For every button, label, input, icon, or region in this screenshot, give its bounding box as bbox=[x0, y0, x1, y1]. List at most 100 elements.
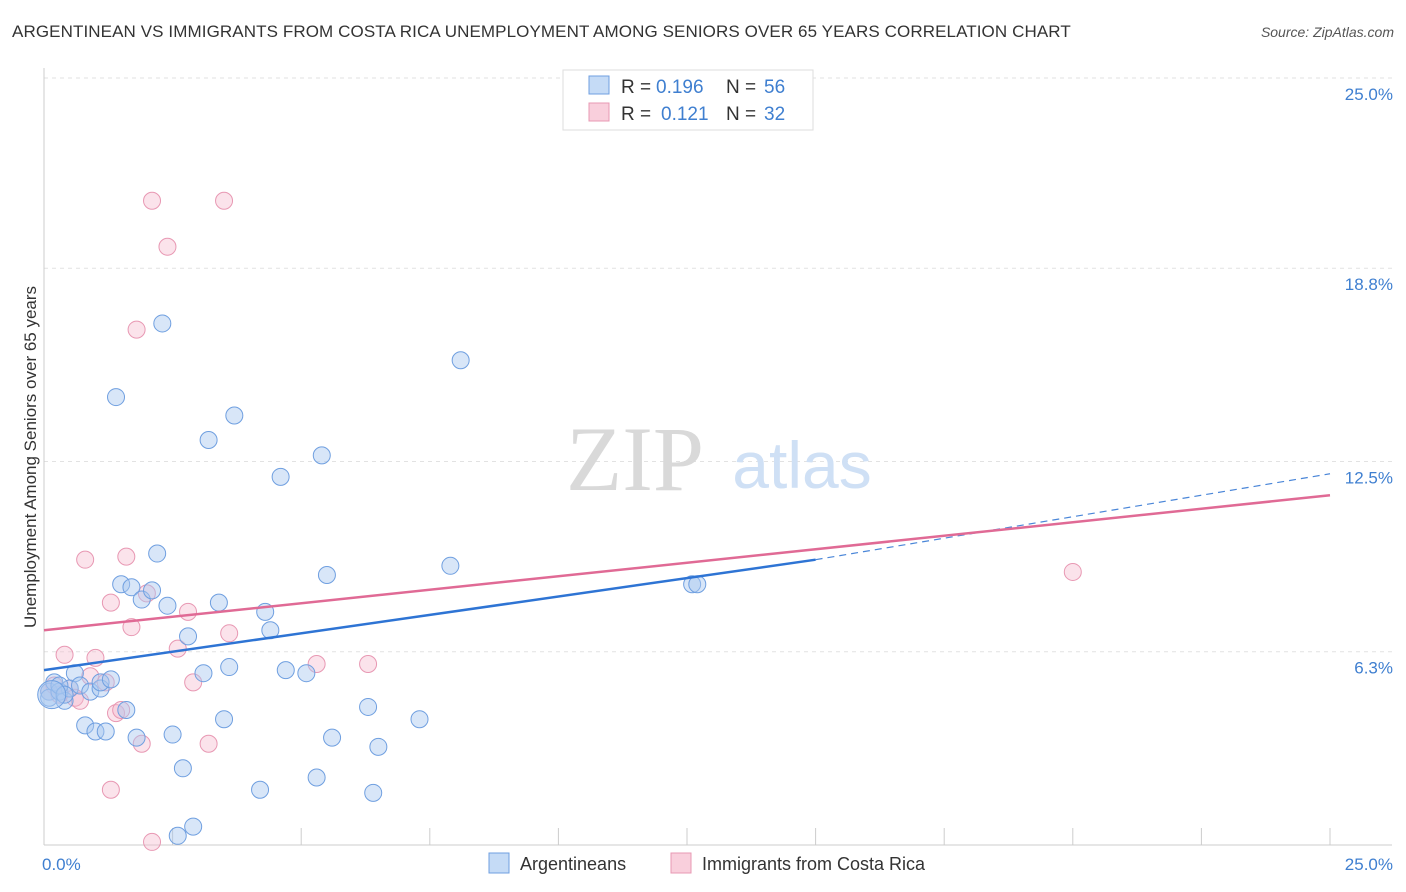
point-blue-43 bbox=[312, 446, 331, 465]
point-pink-7 bbox=[76, 550, 95, 569]
point-blue-48 bbox=[369, 737, 388, 756]
point-blue-18 bbox=[122, 578, 141, 597]
y-axis-label: Unemployment Among Seniors over 65 years bbox=[21, 286, 40, 628]
y-tick-label-3: 25.0% bbox=[1345, 85, 1393, 104]
legend: R = 0.196 N = 56 R = 0.121 N = 32 bbox=[562, 69, 814, 131]
point-blue-33 bbox=[215, 710, 234, 729]
point-blue-40 bbox=[276, 661, 295, 680]
point-blue-50 bbox=[441, 556, 460, 575]
point-blue-42 bbox=[307, 768, 326, 787]
point-blue-25 bbox=[163, 725, 182, 744]
point-blue-15 bbox=[107, 388, 126, 407]
point-blue-32 bbox=[209, 593, 228, 612]
point-blue-47 bbox=[364, 783, 383, 802]
legend-r-value-2: 0.121 bbox=[661, 104, 709, 125]
point-blue-14 bbox=[101, 670, 120, 689]
point-pink-12 bbox=[101, 593, 120, 612]
point-pink-15 bbox=[117, 547, 136, 566]
point-blue-49 bbox=[410, 710, 429, 729]
point-pink-27 bbox=[215, 191, 234, 210]
legend-swatch-blue bbox=[588, 75, 610, 95]
series-argentineans bbox=[37, 314, 707, 845]
point-blue-9 bbox=[81, 682, 100, 701]
tick-labels: 6.3% 12.5% 18.8% 25.0% 0.0% 25.0% bbox=[42, 85, 1393, 874]
bottom-legend: Argentineans Immigrants from Costa Rica bbox=[488, 852, 926, 874]
trendline-argentineans-extension bbox=[815, 473, 1331, 561]
trendlines bbox=[43, 473, 1331, 672]
point-blue-20 bbox=[132, 590, 151, 609]
watermark-atlas: atlas bbox=[732, 428, 871, 502]
point-pink-3 bbox=[55, 645, 74, 664]
bottom-legend-label-costa-rica: Immigrants from Costa Rica bbox=[702, 854, 926, 874]
point-pink-22 bbox=[158, 237, 177, 256]
point-blue-17 bbox=[117, 701, 136, 720]
point-blue-29 bbox=[184, 817, 203, 836]
point-blue-10 bbox=[86, 722, 105, 741]
axes bbox=[43, 68, 1392, 846]
point-pink-6 bbox=[71, 691, 90, 710]
y-tick-label-2: 18.8% bbox=[1345, 275, 1393, 294]
point-pink-8 bbox=[81, 667, 100, 686]
point-pink-24 bbox=[179, 602, 198, 621]
point-pink-20 bbox=[143, 191, 162, 210]
legend-n-label-2: N = bbox=[726, 104, 756, 125]
legend-n-value-1: 56 bbox=[764, 77, 785, 98]
chart-source: Source: ZipAtlas.com bbox=[1260, 24, 1394, 40]
point-blue-23 bbox=[153, 314, 172, 333]
point-pink-21 bbox=[143, 832, 162, 851]
legend-r-value-1: 0.196 bbox=[656, 77, 704, 98]
point-blue-cluster bbox=[37, 680, 67, 710]
point-blue-19 bbox=[127, 728, 146, 747]
legend-r-label-2: R = bbox=[621, 104, 651, 125]
legend-n-value-2: 32 bbox=[764, 104, 785, 125]
point-blue-11 bbox=[91, 679, 110, 698]
legend-r-label-1: R = bbox=[621, 77, 651, 98]
gridlines bbox=[44, 77, 1392, 653]
point-blue-31 bbox=[199, 431, 218, 450]
point-pink-11 bbox=[101, 780, 120, 799]
point-blue-27 bbox=[173, 759, 192, 778]
point-blue-13 bbox=[96, 722, 115, 741]
chart-title: ARGENTINEAN VS IMMIGRANTS FROM COSTA RIC… bbox=[12, 22, 1071, 41]
point-pink-16 bbox=[122, 618, 141, 637]
series-immigrants-costa-rica bbox=[40, 191, 1082, 851]
point-pink-17 bbox=[127, 320, 146, 339]
point-blue-28 bbox=[179, 627, 198, 646]
point-pink-31 bbox=[1063, 562, 1082, 581]
point-blue-51 bbox=[451, 351, 470, 370]
point-blue-21 bbox=[143, 581, 162, 600]
point-blue-46 bbox=[359, 697, 378, 716]
point-blue-26 bbox=[168, 826, 187, 845]
y-tick-label-1: 12.5% bbox=[1345, 469, 1393, 488]
point-pink-26 bbox=[199, 734, 218, 753]
trendline-argentineans bbox=[43, 558, 816, 672]
point-blue-44 bbox=[317, 566, 336, 585]
point-blue-45 bbox=[323, 728, 342, 747]
watermark-zip: ZIP bbox=[566, 408, 704, 510]
point-pink-13 bbox=[107, 704, 126, 723]
bottom-legend-swatch-blue bbox=[488, 852, 510, 874]
point-blue-36 bbox=[251, 780, 270, 799]
point-blue-22 bbox=[148, 544, 167, 563]
point-blue-34 bbox=[220, 658, 239, 677]
x-tick-label-left: 0.0% bbox=[42, 855, 81, 874]
point-blue-52 bbox=[683, 575, 702, 594]
point-blue-12 bbox=[91, 673, 110, 692]
point-blue-16 bbox=[112, 575, 131, 594]
point-blue-7 bbox=[71, 676, 90, 695]
point-pink-28 bbox=[220, 624, 239, 643]
point-blue-8 bbox=[76, 716, 95, 735]
point-pink-25 bbox=[184, 673, 203, 692]
point-pink-30 bbox=[359, 654, 378, 673]
y-tick-label-0: 6.3% bbox=[1354, 659, 1393, 678]
legend-n-label-1: N = bbox=[726, 77, 756, 98]
point-blue-39 bbox=[271, 467, 290, 486]
point-blue-41 bbox=[297, 664, 316, 683]
point-blue-30 bbox=[194, 664, 213, 683]
x-tick-label-right: 25.0% bbox=[1345, 855, 1393, 874]
legend-swatch-pink bbox=[588, 102, 610, 122]
point-pink-14 bbox=[112, 701, 131, 720]
bottom-legend-label-argentineans: Argentineans bbox=[520, 854, 626, 874]
point-pink-29 bbox=[307, 654, 326, 673]
